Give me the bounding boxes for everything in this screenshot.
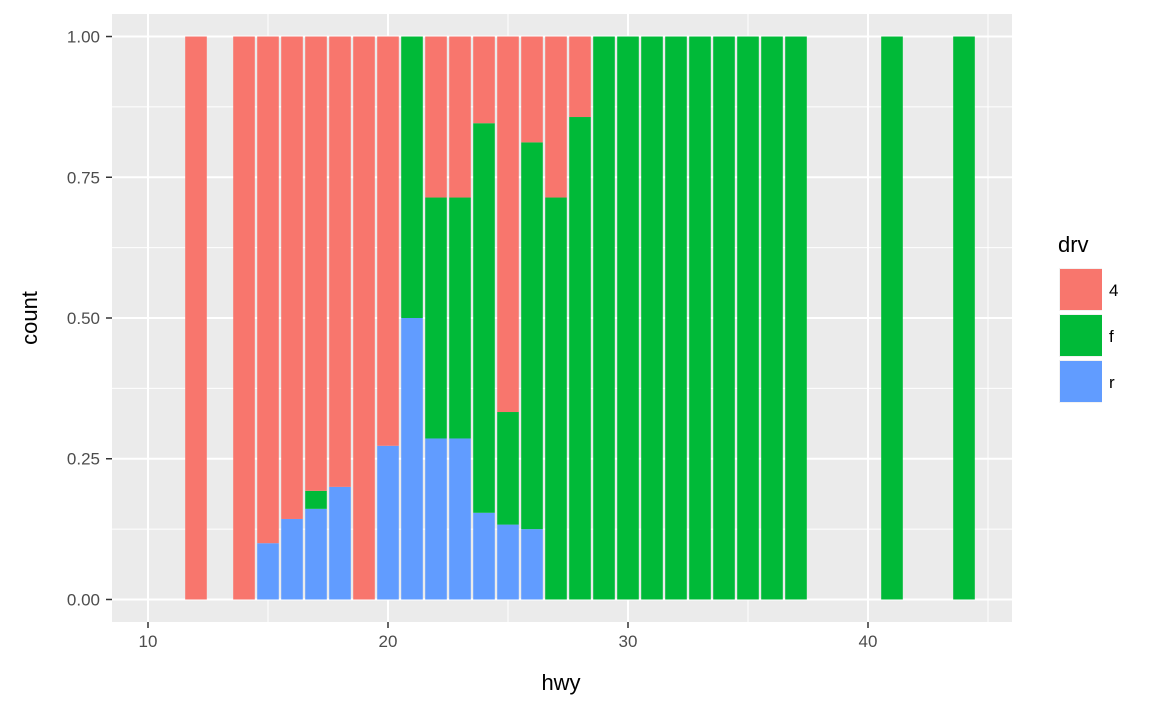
bar-segment-4 [569, 36, 591, 118]
x-tick-label: 10 [139, 632, 158, 651]
bar-segment-f [617, 36, 639, 600]
bar-segment-4 [257, 36, 279, 544]
bar-segment-r [497, 524, 519, 600]
bar-segment-f [761, 36, 783, 600]
bar-segment-f [737, 36, 759, 600]
bar-segment-r [521, 529, 543, 600]
bar-segment-r [377, 445, 399, 600]
legend-key-f [1060, 315, 1102, 356]
x-axis: 10 20 30 40 [139, 622, 878, 651]
bar-segment-4 [521, 36, 543, 143]
x-axis-title: hwy [541, 670, 580, 695]
bar-segment-4 [473, 36, 495, 124]
bar-segment-4 [281, 36, 303, 519]
bar-segment-f [713, 36, 735, 600]
bar-segment-4 [425, 36, 447, 198]
bars [185, 36, 975, 600]
bar-segment-f [953, 36, 975, 600]
bar-segment-r [281, 518, 303, 600]
x-tick-label: 30 [619, 632, 638, 651]
bar-segment-f [881, 36, 903, 600]
bar-segment-4 [377, 36, 399, 446]
bar-segment-f [593, 36, 615, 600]
x-tick-label: 20 [379, 632, 398, 651]
bar-segment-4 [449, 36, 471, 198]
bar-segment-f [569, 117, 591, 600]
y-axis-title: count [17, 291, 42, 345]
y-tick-label: 0.50 [67, 309, 100, 328]
bar-segment-4 [497, 36, 519, 413]
bar-segment-r [449, 438, 471, 600]
bar-segment-f [521, 142, 543, 530]
legend: drv 4 f r [1058, 232, 1118, 403]
bar-segment-4 [233, 36, 255, 600]
bar-segment-r [473, 512, 495, 600]
bar-segment-f [305, 490, 327, 509]
bar-segment-f [689, 36, 711, 600]
legend-label-f: f [1109, 327, 1114, 346]
bar-segment-f [665, 36, 687, 600]
legend-label-r: r [1109, 373, 1115, 392]
bar-segment-f [449, 197, 471, 439]
bar-segment-r [425, 438, 447, 600]
bar-segment-f [785, 36, 807, 600]
bar-segment-4 [185, 36, 207, 600]
bar-segment-4 [545, 36, 567, 198]
bar-segment-r [257, 543, 279, 600]
bar-segment-f [401, 36, 423, 318]
legend-key-4 [1060, 269, 1102, 310]
y-tick-label: 0.75 [67, 168, 100, 187]
x-tick-label: 40 [859, 632, 878, 651]
bar-segment-f [497, 412, 519, 525]
y-axis: 0.00 0.25 0.50 0.75 1.00 [67, 28, 112, 609]
bar-segment-r [329, 486, 351, 600]
legend-title: drv [1058, 232, 1089, 257]
bar-segment-r [305, 508, 327, 600]
bar-segment-4 [353, 36, 375, 600]
y-tick-label: 1.00 [67, 28, 100, 47]
bar-segment-4 [305, 36, 327, 491]
bar-segment-f [473, 123, 495, 513]
bar-segment-r [401, 318, 423, 600]
bar-segment-f [545, 197, 567, 600]
legend-label-4: 4 [1109, 281, 1118, 300]
legend-key-r [1060, 361, 1102, 402]
bar-segment-f [641, 36, 663, 600]
y-tick-label: 0.25 [67, 450, 100, 469]
bar-segment-4 [329, 36, 351, 487]
bar-segment-f [425, 197, 447, 439]
y-tick-label: 0.00 [67, 590, 100, 609]
